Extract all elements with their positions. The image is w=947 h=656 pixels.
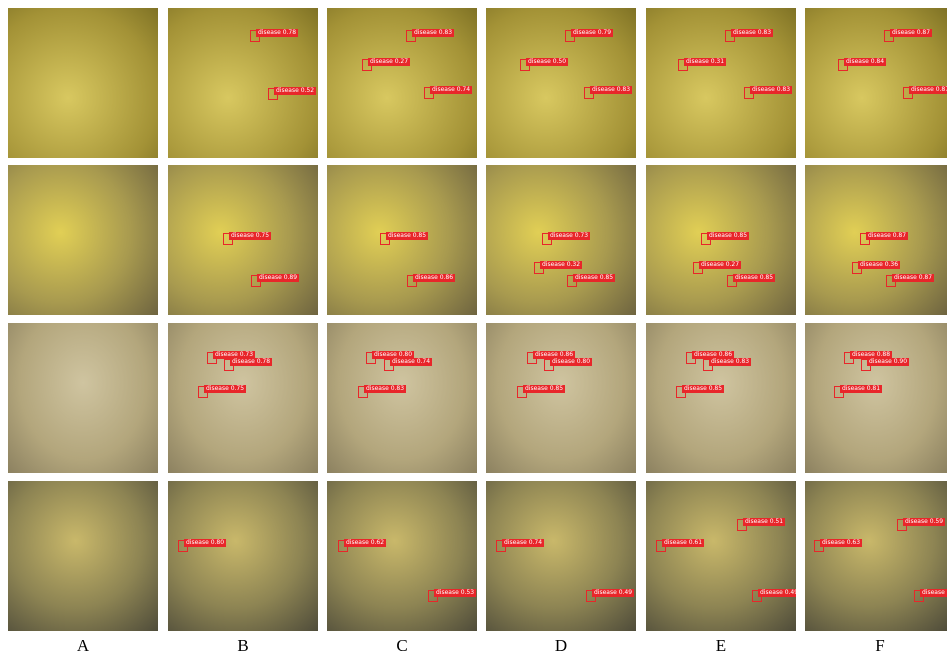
detection-label: disease 0.87	[909, 86, 947, 94]
detection-label: disease 0.87	[892, 274, 934, 282]
fish-image: disease 0.83 disease 0.27 disease 0.74	[327, 8, 477, 158]
fish-image	[8, 165, 158, 315]
detection-label: disease 0.83	[364, 385, 406, 393]
column-label: D	[541, 636, 581, 656]
detection-label: disease 0.80	[184, 539, 226, 547]
detection-label: disease 0.89	[257, 274, 299, 282]
detection-label: disease 0.63	[820, 539, 862, 547]
fish-image: disease 0.63 disease 0.59 disease 0.50	[805, 481, 947, 631]
detection-label: disease 0.53	[434, 589, 476, 597]
detection-label: disease 0.50	[526, 58, 568, 66]
detection-label: disease 0.83	[412, 29, 454, 37]
detection-label: disease 0.62	[344, 539, 386, 547]
detection-label: disease 0.87	[866, 232, 908, 240]
column-label: C	[382, 636, 422, 656]
detection-label: disease 0.86	[413, 274, 455, 282]
detection-label: disease 0.59	[903, 518, 945, 526]
fish-image: disease 0.74 disease 0.49	[486, 481, 636, 631]
fish-image: disease 0.73 disease 0.32 disease 0.85	[486, 165, 636, 315]
fish-image: disease 0.87 disease 0.84 disease 0.87	[805, 8, 947, 158]
detection-label: disease 0.27	[368, 58, 410, 66]
detection-label: disease 0.78	[230, 358, 272, 366]
fish-image: disease 0.80	[168, 481, 318, 631]
detection-label: disease 0.49	[592, 589, 634, 597]
detection-label: disease 0.49	[758, 589, 796, 597]
column-label: A	[63, 636, 103, 656]
detection-label: disease 0.81	[840, 385, 882, 393]
column-label: B	[223, 636, 263, 656]
detection-label: disease 0.85	[733, 274, 775, 282]
detection-label: disease 0.84	[844, 58, 886, 66]
fish-image: disease 0.62 disease 0.53	[327, 481, 477, 631]
detection-label: disease 0.74	[502, 539, 544, 547]
fish-image: disease 0.78 disease 0.52	[168, 8, 318, 158]
detection-label: disease 0.50	[920, 589, 947, 597]
detection-label: disease 0.74	[430, 86, 472, 94]
fish-image	[8, 323, 158, 473]
fish-image: disease 0.87 disease 0.36 disease 0.87	[805, 165, 947, 315]
detection-label: disease 0.87	[890, 29, 932, 37]
detection-label: disease 0.61	[662, 539, 704, 547]
detection-label: disease 0.85	[523, 385, 565, 393]
fish-image: disease 0.83 disease 0.31 disease 0.83	[646, 8, 796, 158]
fish-image	[8, 8, 158, 158]
detection-label: disease 0.52	[274, 87, 316, 95]
detection-label: disease 0.83	[590, 86, 632, 94]
column-label: E	[701, 636, 741, 656]
detection-label: disease 0.73	[548, 232, 590, 240]
detection-label: disease 0.83	[709, 358, 751, 366]
detection-label: disease 0.85	[573, 274, 615, 282]
detection-label: disease 0.85	[707, 232, 749, 240]
detection-label: disease 0.80	[550, 358, 592, 366]
detection-label: disease 0.85	[682, 385, 724, 393]
detection-label: disease 0.74	[390, 358, 432, 366]
detection-label: disease 0.31	[684, 58, 726, 66]
detection-label: disease 0.78	[256, 29, 298, 37]
detection-label: disease 0.83	[731, 29, 773, 37]
fish-image	[8, 481, 158, 631]
fish-image: disease 0.85 disease 0.86	[327, 165, 477, 315]
figure: (() => { const data = JSON.parse(documen…	[0, 0, 947, 656]
detection-label: disease 0.83	[750, 86, 792, 94]
detection-label: disease 0.90	[867, 358, 909, 366]
detection-label: disease 0.51	[743, 518, 785, 526]
detection-label: disease 0.36	[858, 261, 900, 269]
detection-label: disease 0.32	[540, 261, 582, 269]
fish-image: disease 0.85 disease 0.27 disease 0.85	[646, 165, 796, 315]
detection-label: disease 0.27	[699, 261, 741, 269]
detection-label: disease 0.79	[571, 29, 613, 37]
detection-label: disease 0.75	[229, 232, 271, 240]
column-label: F	[860, 636, 900, 656]
fish-image: disease 0.75 disease 0.89	[168, 165, 318, 315]
detection-label: disease 0.75	[204, 385, 246, 393]
fish-image: disease 0.79 disease 0.50 disease 0.83	[486, 8, 636, 158]
fish-image: disease 0.61 disease 0.51 disease 0.49	[646, 481, 796, 631]
detection-label: disease 0.85	[386, 232, 428, 240]
